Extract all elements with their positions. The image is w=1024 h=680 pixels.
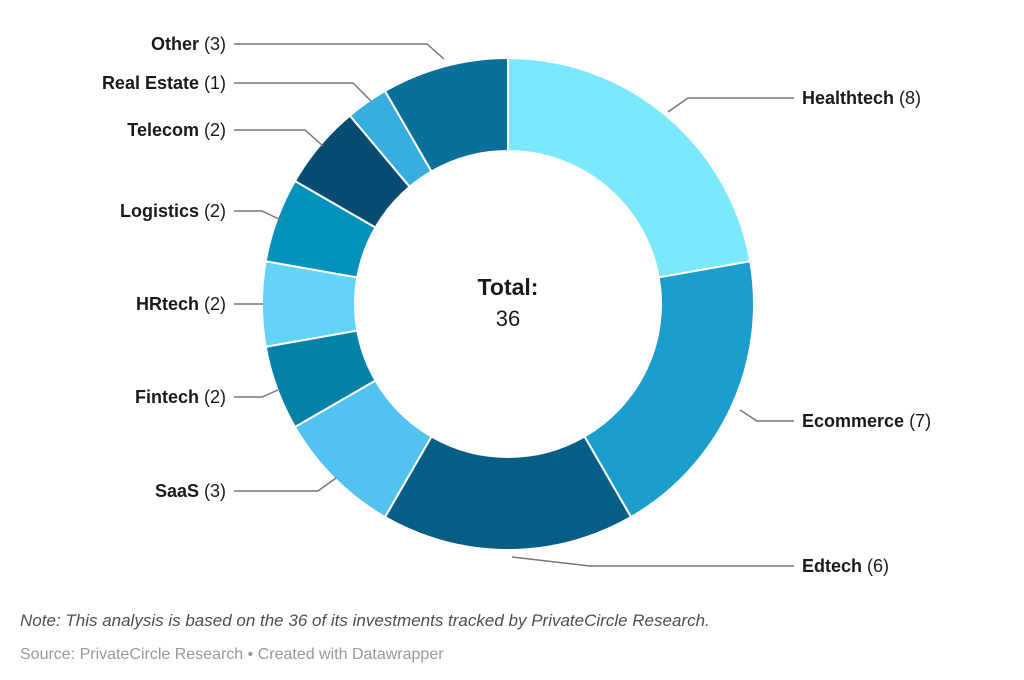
slice-label-real-estate: Real Estate (1) xyxy=(102,73,226,93)
leader-line-edtech xyxy=(511,556,794,567)
leader-line-saas xyxy=(234,477,337,492)
leader-line-logistics xyxy=(234,210,284,222)
donut-slices xyxy=(261,57,755,551)
donut-center-value: 36 xyxy=(496,306,520,331)
chart-note: Note: This analysis is based on the 36 o… xyxy=(20,611,710,630)
leader-line-other xyxy=(234,43,445,60)
slice-label-healthtech: Healthtech (8) xyxy=(802,88,921,108)
donut-center-label: Total: xyxy=(478,274,539,300)
slice-label-telecom: Telecom (2) xyxy=(127,120,226,140)
slice-label-hrtech: HRtech (2) xyxy=(136,294,226,314)
slice-label-edtech: Edtech (6) xyxy=(802,556,889,576)
pie-slice-other[interactable] xyxy=(384,57,509,173)
slice-label-saas: SaaS (3) xyxy=(155,481,226,501)
chart-source: Source: PrivateCircle Research • Created… xyxy=(20,646,444,663)
leader-line-real-estate xyxy=(234,82,372,102)
slice-label-logistics: Logistics (2) xyxy=(120,201,226,221)
slice-label-other: Other (3) xyxy=(151,34,226,54)
pie-slice-healthtech[interactable] xyxy=(507,57,752,279)
slice-label-fintech: Fintech (2) xyxy=(135,387,226,407)
leader-line-healthtech xyxy=(667,97,794,113)
leader-line-telecom xyxy=(234,129,324,147)
leader-line-ecommerce xyxy=(739,409,794,422)
leader-line-fintech xyxy=(234,389,279,398)
donut-chart: Healthtech (8) Ecommerce (7) Edtech (6) Saa… xyxy=(102,34,931,576)
callout-labels: Healthtech (8) Ecommerce (7) Edtech (6) Saa… xyxy=(102,34,931,576)
slice-label-ecommerce: Ecommerce (7) xyxy=(802,411,931,431)
